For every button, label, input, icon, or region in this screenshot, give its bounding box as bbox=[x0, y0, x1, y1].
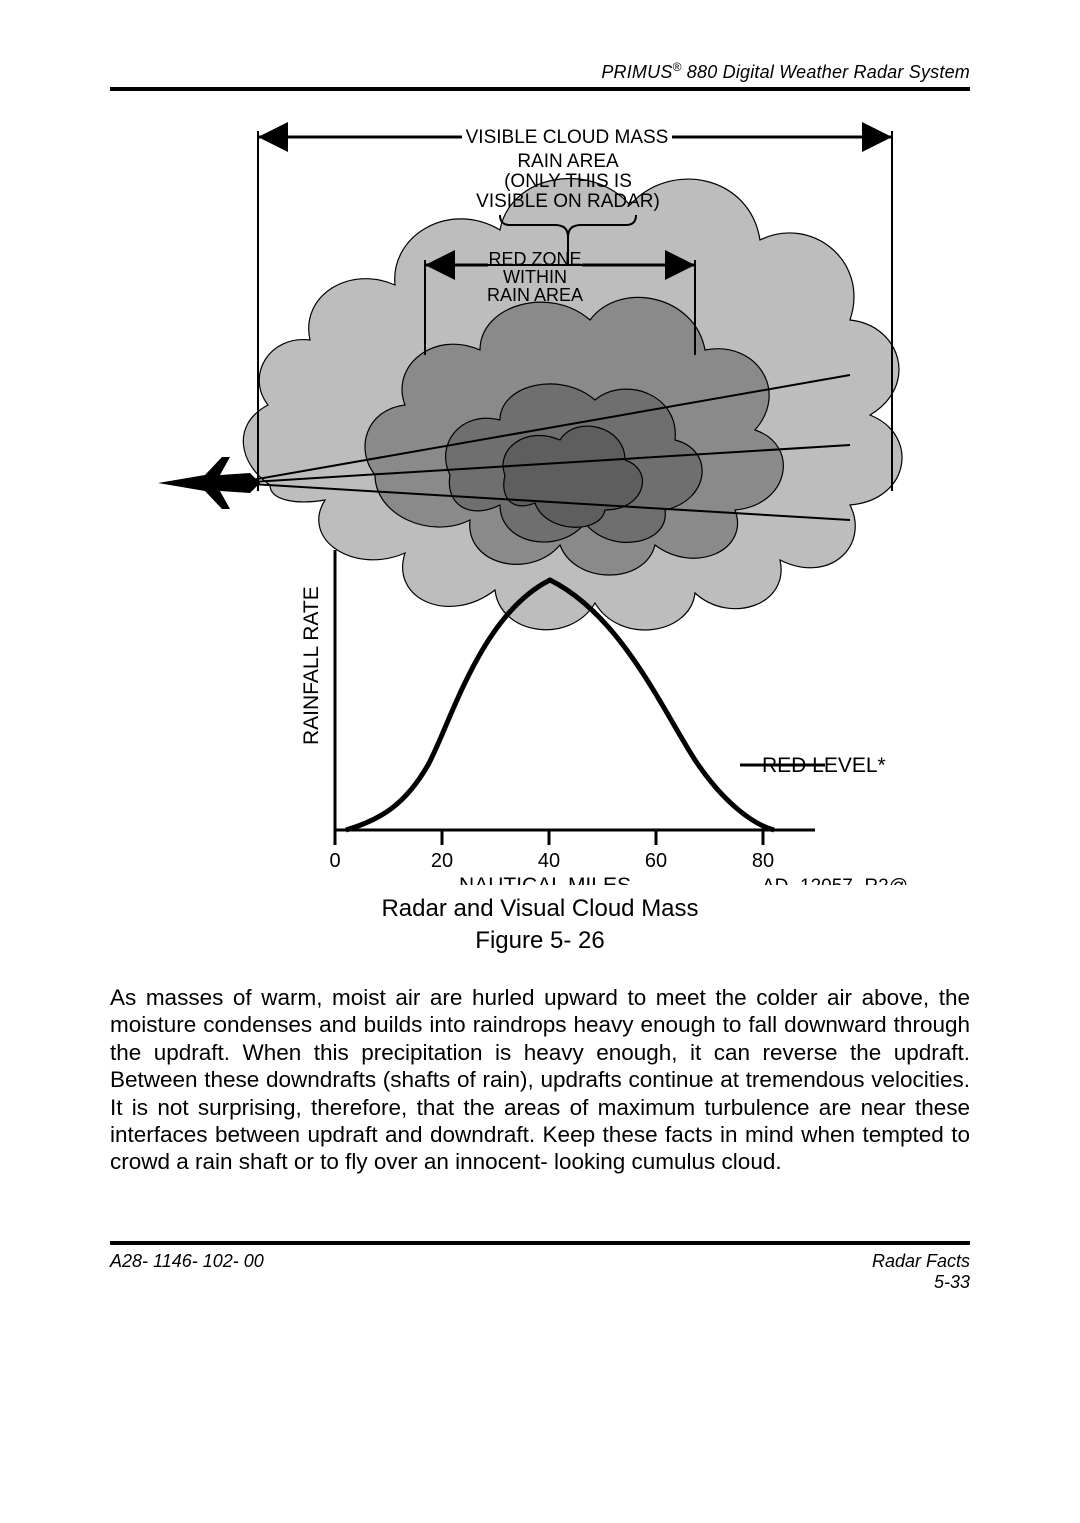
x-axis-label: NAUTICAL MILES bbox=[459, 874, 631, 885]
figure-caption: Radar and Visual Cloud Mass Figure 5- 26 bbox=[110, 893, 970, 958]
tick-40: 40 bbox=[538, 850, 560, 872]
page-footer: A28- 1146- 102- 00 Radar Facts 5-33 bbox=[110, 1241, 970, 1293]
label-red-zone-1: RED ZONE bbox=[488, 249, 581, 269]
body-paragraph: As masses of warm, moist air are hurled … bbox=[110, 984, 970, 1176]
y-axis-label: RAINFALL RATE bbox=[300, 586, 323, 745]
cloud-mass-diagram: VISIBLE CLOUD MASS RAIN AREA (ONLY THIS … bbox=[150, 105, 930, 885]
label-red-zone-3: RAIN AREA bbox=[487, 285, 583, 305]
tick-20: 20 bbox=[431, 850, 453, 872]
drawing-ref: AD- 12057- R2@ bbox=[762, 876, 908, 885]
footer-doc-number: A28- 1146- 102- 00 bbox=[110, 1251, 264, 1293]
header-product-pre: PRIMUS bbox=[601, 62, 672, 82]
header-rule bbox=[110, 87, 970, 91]
label-red-zone-2: WITHIN bbox=[503, 267, 567, 287]
tick-80: 80 bbox=[752, 850, 774, 872]
footer-section: Radar Facts bbox=[872, 1251, 970, 1272]
label-rain-area-2: (ONLY THIS IS bbox=[504, 171, 632, 192]
label-rain-area-3: VISIBLE ON RADAR) bbox=[476, 191, 660, 212]
label-rain-area-1: RAIN AREA bbox=[517, 151, 619, 172]
tick-60: 60 bbox=[645, 850, 667, 872]
figure-container: VISIBLE CLOUD MASS RAIN AREA (ONLY THIS … bbox=[110, 105, 970, 958]
label-visible-cloud-mass: VISIBLE CLOUD MASS bbox=[466, 127, 669, 148]
figure-caption-line2: Figure 5- 26 bbox=[110, 925, 970, 957]
header-product-sup: ® bbox=[673, 60, 682, 74]
footer-rule bbox=[110, 1241, 970, 1245]
figure-caption-line1: Radar and Visual Cloud Mass bbox=[110, 893, 970, 925]
red-level-label: RED LEVEL* bbox=[762, 754, 886, 777]
footer-page: 5-33 bbox=[872, 1272, 970, 1293]
header-product-post: 880 Digital Weather Radar System bbox=[682, 62, 970, 82]
airplane-icon bbox=[158, 457, 260, 509]
tick-0: 0 bbox=[329, 850, 340, 872]
page-header: PRIMUS® 880 Digital Weather Radar System bbox=[110, 60, 970, 83]
